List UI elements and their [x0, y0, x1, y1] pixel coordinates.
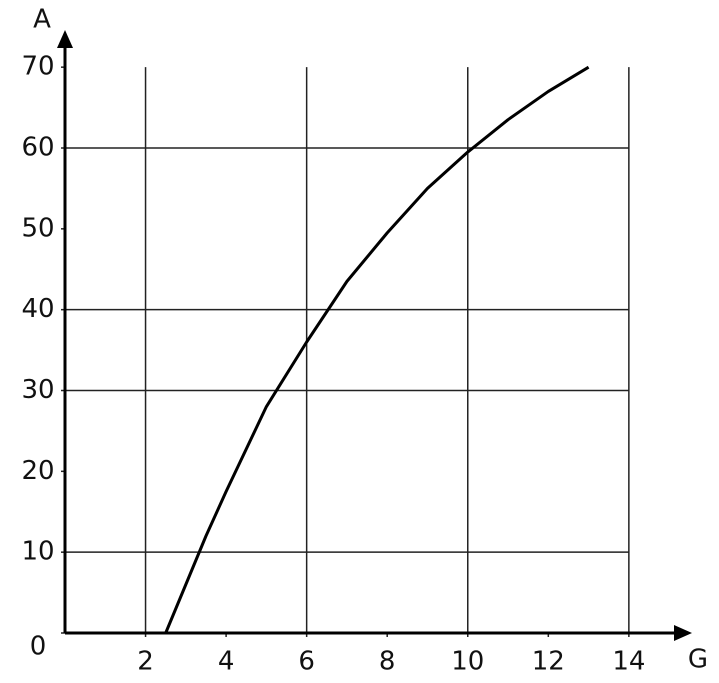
x-tick-label: 8: [379, 647, 396, 677]
y-tick-label: 70: [21, 52, 54, 82]
x-tick-label: 10: [451, 647, 484, 677]
y-tick-label: 50: [21, 213, 54, 243]
y-tick-label: 30: [21, 375, 54, 405]
y-tick-label: 0: [30, 632, 47, 662]
x-tick-label: 6: [298, 647, 315, 677]
y-tick-label: 40: [21, 294, 54, 324]
x-tick-label: 2: [137, 647, 154, 677]
y-axis-label: A: [33, 5, 51, 35]
y-tick-label: 20: [21, 456, 54, 486]
x-axis-arrow: [674, 625, 692, 641]
data-line: [164, 65, 590, 634]
x-axis-label: G: [688, 645, 708, 675]
y-axis-arrow: [57, 30, 73, 48]
x-tick-label: 4: [218, 647, 235, 677]
y-tick-label: 60: [21, 133, 54, 163]
x-tick-label: 12: [532, 647, 565, 677]
y-tick-label: 10: [21, 537, 54, 567]
x-tick-label: 14: [612, 647, 645, 677]
